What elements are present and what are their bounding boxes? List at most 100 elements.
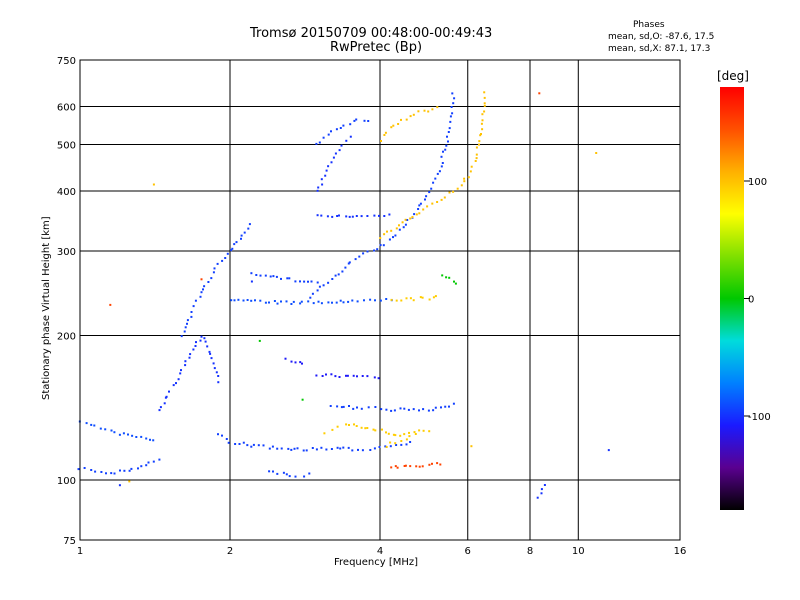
data-point <box>242 299 245 302</box>
chart-title: Tromsø 20150709 00:48:00-00:49:43 <box>250 26 493 41</box>
data-point <box>540 492 543 495</box>
data-point <box>325 169 328 172</box>
data-point <box>140 435 143 438</box>
data-point <box>110 472 113 475</box>
data-point <box>254 299 256 302</box>
data-point <box>358 255 361 258</box>
data-point <box>396 466 399 469</box>
data-point <box>351 449 354 452</box>
data-point <box>421 465 424 468</box>
data-point <box>353 423 355 426</box>
data-point <box>384 131 387 134</box>
data-point <box>440 406 442 409</box>
data-point <box>392 433 395 436</box>
data-point <box>190 315 193 318</box>
data-point <box>413 431 416 434</box>
data-point <box>405 438 408 441</box>
data-point <box>342 301 345 304</box>
data-point <box>389 445 392 448</box>
data-point <box>135 436 138 438</box>
data-point <box>246 299 249 301</box>
data-point <box>192 305 195 308</box>
data-point <box>118 484 121 487</box>
data-point <box>348 405 350 407</box>
data-point <box>447 131 450 133</box>
data-point <box>439 463 442 466</box>
data-point <box>184 364 187 367</box>
data-point <box>483 110 486 113</box>
data-point <box>362 252 365 255</box>
data-point <box>339 127 342 129</box>
data-point <box>355 215 358 217</box>
data-point <box>99 427 102 430</box>
data-point <box>467 176 470 179</box>
data-point <box>390 466 393 469</box>
data-point <box>186 319 189 322</box>
data-point <box>177 378 180 381</box>
data-point <box>440 198 443 201</box>
data-point <box>348 261 351 264</box>
data-point <box>448 276 451 279</box>
data-point <box>378 446 381 448</box>
data-point <box>405 443 408 446</box>
phase-stats-o: mean, sd,O: -87.6, 17.5 <box>608 32 715 42</box>
data-point <box>336 405 339 408</box>
data-point <box>392 236 394 239</box>
data-point <box>90 469 93 471</box>
data-point <box>189 353 192 356</box>
data-point <box>285 473 288 476</box>
data-point <box>288 277 291 280</box>
data-point <box>422 408 425 411</box>
data-point <box>335 301 338 304</box>
data-point <box>315 448 318 451</box>
data-point <box>255 274 258 276</box>
data-point <box>233 299 236 302</box>
data-point <box>194 299 197 302</box>
data-point <box>355 425 358 427</box>
data-point <box>340 144 343 147</box>
data-point <box>463 177 466 180</box>
data-point <box>403 465 406 467</box>
data-point <box>385 408 388 411</box>
data-point <box>113 431 116 434</box>
data-point <box>366 215 369 217</box>
data-point <box>180 369 182 372</box>
data-point <box>334 375 337 378</box>
data-point <box>130 467 133 470</box>
data-point <box>335 128 338 131</box>
data-point <box>436 106 439 109</box>
data-point <box>336 425 339 428</box>
data-point <box>316 189 319 192</box>
data-point <box>346 374 349 377</box>
data-point <box>248 223 251 226</box>
data-point <box>77 468 80 471</box>
data-point <box>366 250 369 253</box>
data-point <box>385 431 387 434</box>
data-point <box>456 187 459 190</box>
data-point <box>318 141 321 144</box>
data-point <box>337 273 340 276</box>
data-point <box>202 288 204 291</box>
data-point <box>377 377 380 380</box>
data-point <box>400 443 403 446</box>
data-point <box>186 322 188 325</box>
data-point <box>412 299 415 302</box>
data-point <box>327 281 330 284</box>
data-point <box>376 248 379 251</box>
data-point <box>478 143 480 146</box>
data-point <box>338 376 341 378</box>
data-point <box>213 267 216 270</box>
data-point <box>320 178 323 181</box>
data-point <box>374 406 377 408</box>
data-point <box>331 301 333 304</box>
data-point <box>172 384 175 387</box>
data-point <box>210 357 213 360</box>
data-point <box>381 428 383 431</box>
data-point <box>483 104 486 107</box>
data-point <box>342 405 345 408</box>
data-point <box>355 118 358 121</box>
data-point <box>406 219 409 221</box>
data-point <box>475 153 478 156</box>
data-point <box>445 144 448 147</box>
data-point <box>474 160 477 162</box>
